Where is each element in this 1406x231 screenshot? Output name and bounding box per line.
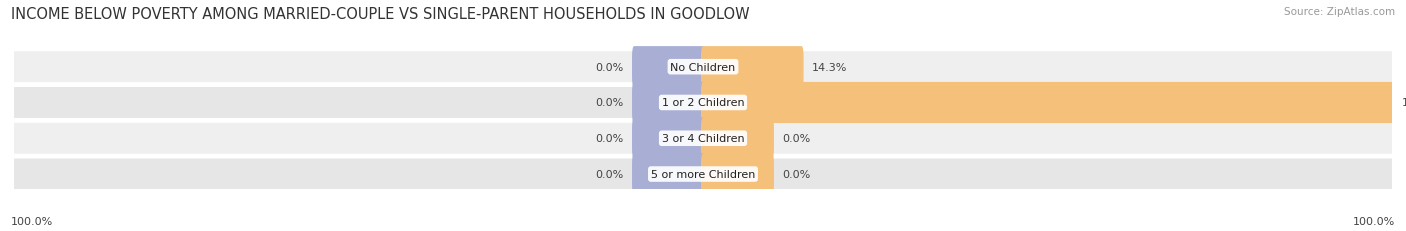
Text: 0.0%: 0.0% xyxy=(596,62,624,72)
Text: 100.0%: 100.0% xyxy=(1402,98,1406,108)
Text: 0.0%: 0.0% xyxy=(596,169,624,179)
FancyBboxPatch shape xyxy=(633,82,704,124)
FancyBboxPatch shape xyxy=(702,118,773,159)
Text: 5 or more Children: 5 or more Children xyxy=(651,169,755,179)
FancyBboxPatch shape xyxy=(702,47,804,88)
FancyBboxPatch shape xyxy=(702,154,773,195)
FancyBboxPatch shape xyxy=(14,159,1392,190)
Text: 100.0%: 100.0% xyxy=(1353,216,1395,226)
FancyBboxPatch shape xyxy=(14,88,1392,119)
Text: 1 or 2 Children: 1 or 2 Children xyxy=(662,98,744,108)
Text: Source: ZipAtlas.com: Source: ZipAtlas.com xyxy=(1284,7,1395,17)
Text: 0.0%: 0.0% xyxy=(782,169,810,179)
FancyBboxPatch shape xyxy=(14,123,1392,154)
Text: 14.3%: 14.3% xyxy=(811,62,848,72)
Text: 0.0%: 0.0% xyxy=(596,98,624,108)
FancyBboxPatch shape xyxy=(633,118,704,159)
Text: No Children: No Children xyxy=(671,62,735,72)
Text: 0.0%: 0.0% xyxy=(596,134,624,144)
FancyBboxPatch shape xyxy=(702,82,1393,124)
Text: 0.0%: 0.0% xyxy=(782,134,810,144)
FancyBboxPatch shape xyxy=(14,52,1392,83)
FancyBboxPatch shape xyxy=(633,154,704,195)
FancyBboxPatch shape xyxy=(633,47,704,88)
Text: INCOME BELOW POVERTY AMONG MARRIED-COUPLE VS SINGLE-PARENT HOUSEHOLDS IN GOODLOW: INCOME BELOW POVERTY AMONG MARRIED-COUPL… xyxy=(11,7,749,22)
Text: 100.0%: 100.0% xyxy=(11,216,53,226)
Text: 3 or 4 Children: 3 or 4 Children xyxy=(662,134,744,144)
